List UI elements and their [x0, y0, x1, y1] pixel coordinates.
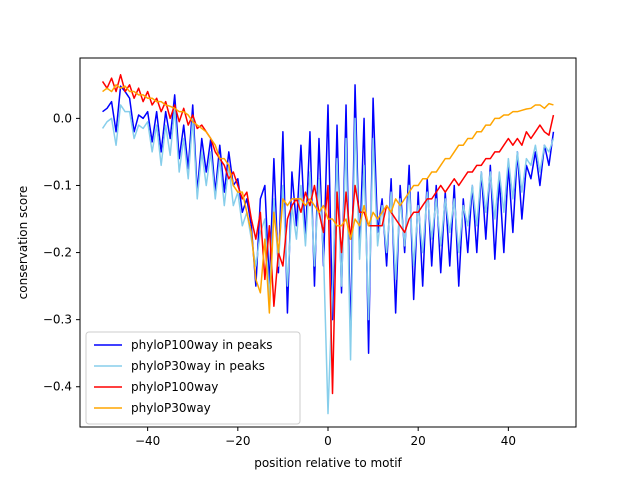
series-layer — [101, 74, 555, 415]
series-line-phylop100way — [101, 74, 555, 395]
x-axis-ticks: −40 −20 0 20 40 — [135, 427, 516, 448]
y-axis-label: conservation score — [16, 186, 30, 300]
y-tick-label: 0.0 — [53, 111, 72, 125]
series-line-phylop30way-in-peaks — [101, 104, 555, 415]
y-axis-ticks: 0.0 −0.1 −0.2 −0.3 −0.4 — [43, 111, 80, 394]
y-tick-label: −0.2 — [43, 246, 72, 260]
x-tick-label: 20 — [411, 434, 426, 448]
x-tick-label: −40 — [135, 434, 160, 448]
x-tick-label: 0 — [324, 434, 332, 448]
y-tick-label: −0.4 — [43, 380, 72, 394]
legend-label: phyloP30way — [131, 401, 211, 415]
x-tick-label: 40 — [501, 434, 516, 448]
legend-label: phyloP30way in peaks — [131, 359, 265, 373]
y-tick-label: −0.1 — [43, 178, 72, 192]
series-line-phylop30way — [102, 84, 554, 314]
x-axis-label: position relative to motif — [254, 456, 402, 470]
legend-label: phyloP100way — [131, 380, 218, 394]
x-tick-label: −20 — [225, 434, 250, 448]
legend-box — [85, 331, 301, 425]
y-tick-label: −0.3 — [43, 313, 72, 327]
legend-label: phyloP100way in peaks — [131, 338, 273, 352]
series-line-phylop100way-in-peaks — [102, 84, 555, 354]
legend: phyloP100way in peaks phyloP30way in peak… — [85, 331, 301, 425]
